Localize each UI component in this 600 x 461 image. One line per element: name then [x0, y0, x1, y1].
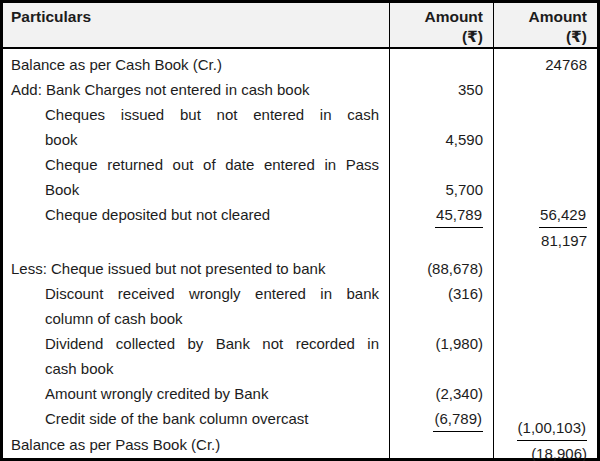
amount-col2-cell	[493, 253, 597, 281]
particulars-cell: Amount wrongly credited by Bank	[3, 381, 389, 406]
particulars-cell: Add: Bank Charges not entered in cash bo…	[3, 77, 389, 102]
amount-col2-cell	[493, 331, 597, 381]
particulars-cell: Cheque returned out of date entered in P…	[3, 152, 389, 202]
amount-col2-cell	[493, 152, 597, 202]
amount-value: (88,678)	[427, 256, 483, 281]
table-row: Cheque deposited but not cleared 45,789 …	[3, 202, 597, 228]
amount-value: 24768	[545, 52, 587, 77]
amount-col1-cell: 4,590	[389, 102, 493, 152]
table-row: Add: Bank Charges not entered in cash bo…	[3, 77, 597, 102]
particulars-cell: Balance as per Pass Book (Cr.)	[3, 432, 389, 458]
table-row: Amount wrongly credited by Bank (2,340)	[3, 381, 597, 406]
table-row: Cheques issued but not entered in cash b…	[3, 102, 597, 152]
amount-col1-cell: 45,789	[389, 202, 493, 228]
particulars-text: Dividend collected by Bank not recorded …	[45, 331, 379, 356]
particulars-cell: Discount received wrongly entered in ban…	[3, 281, 389, 331]
amount-col1-cell	[389, 432, 493, 458]
amount-col2-cell: 24768	[493, 49, 597, 77]
table-row: 81,197	[3, 228, 597, 253]
table-row: Cheque returned out of date entered in P…	[3, 152, 597, 202]
amount-col1-cell: (2,340)	[389, 381, 493, 406]
rupee-symbol: (₹)	[566, 27, 587, 47]
amount-value: 5,700	[445, 177, 483, 202]
header-particulars: Particulars	[3, 3, 389, 49]
particulars-cell: Cheque deposited but not cleared	[3, 202, 389, 228]
amount-value-underlined: (6,789)	[433, 406, 483, 432]
table-row: Credit side of the bank column overcast …	[3, 406, 597, 432]
amount-col2-cell	[493, 381, 597, 406]
particulars-cell: Dividend collected by Bank not recorded …	[3, 331, 389, 381]
amount-col2-cell: (1,00,103)	[493, 406, 597, 432]
header-amount-2: Amount (₹)	[493, 3, 597, 49]
particulars-text: Cheque returned out of date entered in P…	[45, 152, 379, 177]
particulars-text: Add: Bank Charges not entered in cash bo…	[11, 77, 379, 102]
amount-col1-cell: (316)	[389, 281, 493, 331]
amount-col2-cell	[493, 102, 597, 152]
amount-value: (1,980)	[435, 331, 483, 356]
particulars-text: Amount wrongly credited by Bank	[45, 381, 379, 406]
amount-value: (316)	[448, 281, 483, 306]
particulars-text: cash book	[45, 356, 379, 381]
amount-value: (2,340)	[435, 381, 483, 406]
particulars-text: column of cash book	[45, 306, 379, 331]
header-amount-2-label: Amount	[528, 7, 587, 27]
amount-col2-cell: 81,197	[493, 228, 597, 253]
amount-col1-cell	[389, 49, 493, 77]
particulars-cell: Credit side of the bank column overcast	[3, 406, 389, 432]
amount-col1-cell	[389, 228, 493, 253]
table-row: Balance as per Cash Book (Cr.) 24768	[3, 49, 597, 77]
amount-value: 81,197	[541, 228, 587, 253]
rupee-symbol: (₹)	[462, 27, 483, 47]
particulars-text: Less: Cheque issued but not presented to…	[11, 256, 379, 281]
amount-value: (18,906)	[531, 441, 587, 461]
amount-value-underlined: 45,789	[435, 202, 483, 228]
amount-value: 4,590	[445, 127, 483, 152]
amount-col2-cell	[493, 77, 597, 102]
table-row: Dividend collected by Bank not recorded …	[3, 331, 597, 381]
amount-col2-cell	[493, 281, 597, 331]
amount-col2-cell: 56,429	[493, 202, 597, 228]
particulars-text: Credit side of the bank column overcast	[45, 406, 379, 431]
particulars-cell: Less: Cheque issued but not presented to…	[3, 253, 389, 281]
particulars-cell	[3, 228, 389, 253]
particulars-text: book	[45, 127, 379, 152]
particulars-cell: Cheques issued but not entered in cash b…	[3, 102, 389, 152]
amount-col1-cell: 5,700	[389, 152, 493, 202]
amount-value: 350	[458, 77, 483, 102]
particulars-cell: Balance as per Cash Book (Cr.)	[3, 49, 389, 77]
particulars-text: Balance as per Cash Book (Cr.)	[11, 52, 379, 77]
particulars-text: Cheque deposited but not cleared	[45, 202, 379, 227]
header-amount-1-label: Amount	[424, 7, 483, 27]
amount-value-underlined: (1,00,103)	[517, 415, 587, 441]
table-header-row: Particulars Amount (₹) Amount (₹)	[3, 3, 597, 49]
table-row: Less: Cheque issued but not presented to…	[3, 253, 597, 281]
particulars-text: Balance as per Pass Book (Cr.)	[11, 432, 379, 457]
particulars-text: Discount received wrongly entered in ban…	[45, 281, 379, 306]
particulars-text: Cheques issued but not entered in cash	[45, 102, 379, 127]
amount-col1-cell: (6,789)	[389, 406, 493, 432]
amount-col1-cell: 350	[389, 77, 493, 102]
table-row: Balance as per Pass Book (Cr.) (18,906)	[3, 432, 597, 458]
amount-col1-cell: (88,678)	[389, 253, 493, 281]
table-body: Balance as per Cash Book (Cr.) 24768 Add…	[3, 49, 597, 458]
amount-value-underlined: 56,429	[539, 202, 587, 228]
header-amount-1: Amount (₹)	[389, 3, 493, 49]
amount-col1-cell: (1,980)	[389, 331, 493, 381]
bank-reconciliation-table: Particulars Amount (₹) Amount (₹) Balanc…	[0, 0, 600, 461]
table-row: Discount received wrongly entered in ban…	[3, 281, 597, 331]
particulars-text: Book	[45, 177, 379, 202]
